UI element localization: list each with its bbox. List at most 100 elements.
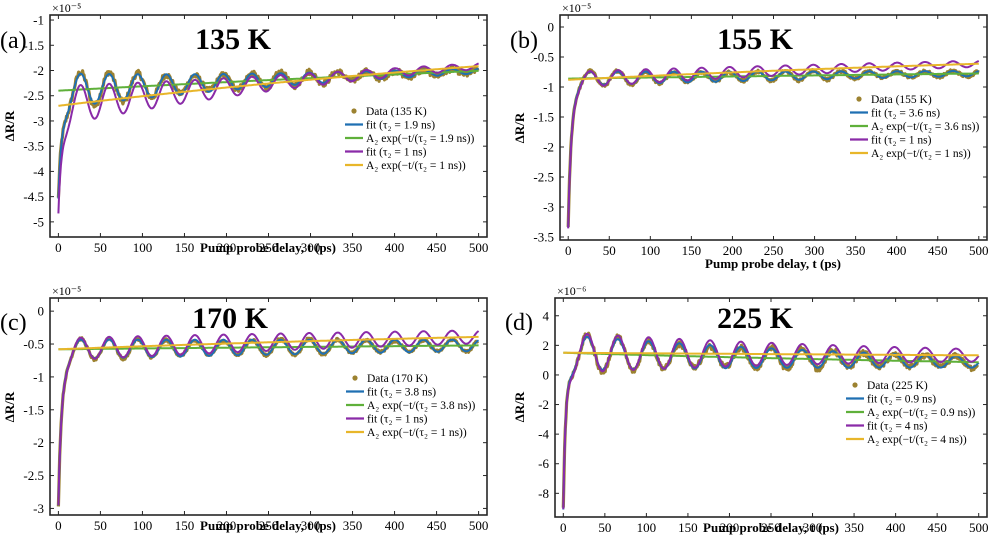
y-tick-label: -4.5 xyxy=(23,189,44,204)
y-tick-label: 0 xyxy=(38,304,45,319)
y-tick-label: -5 xyxy=(33,214,44,229)
x-tick-label: 450 xyxy=(927,520,947,535)
x-tick-label: 500 xyxy=(969,243,989,258)
y-tick-label: -3 xyxy=(33,501,44,516)
y-exponent: ×10⁻⁵ xyxy=(52,284,81,298)
y-tick-label: -3.5 xyxy=(23,139,44,154)
y-tick-label: -3.5 xyxy=(533,230,554,245)
exp-fast-series xyxy=(58,69,479,92)
plot-area xyxy=(56,329,480,507)
axes-frame xyxy=(49,297,488,516)
y-tick-label: -2 xyxy=(538,397,549,412)
x-tick-label: 400 xyxy=(886,520,906,535)
legend-label: A₂ exp(−t/(τ₂ = 1 ns)) xyxy=(366,160,466,172)
y-axis-label: ΔR/R xyxy=(512,391,527,422)
y-exponent: ×10⁻⁵ xyxy=(52,1,81,15)
x-tick-label: 300 xyxy=(301,518,321,533)
x-tick-label: 500 xyxy=(469,518,489,533)
y-tick-label: -8 xyxy=(538,486,549,501)
y-tick-label: -6 xyxy=(538,456,549,471)
x-tick-label: 200 xyxy=(217,518,237,533)
x-tick-label: 400 xyxy=(887,243,907,258)
legend-label: A₂ exp(−t/(τ₂ = 4 ns)) xyxy=(867,434,967,446)
chart-panel: 0 50 100 150 200 250 300 350 400 450 500 -3.5 -3 -2.5… xyxy=(510,1,989,271)
fit-slow-series xyxy=(57,62,480,214)
legend-label: Data (135 K) xyxy=(366,106,427,118)
y-tick-label: 0 xyxy=(548,20,555,35)
x-tick-label: 200 xyxy=(217,240,237,255)
x-tick-label: 100 xyxy=(133,240,153,255)
legend-label: fit (τ₂ = 4 ns) xyxy=(867,421,928,433)
y-tick-label: -2.5 xyxy=(533,170,554,185)
x-tick-label: 450 xyxy=(928,243,948,258)
y-exponent: ×10⁻⁶ xyxy=(557,284,586,298)
x-tick-label: 300 xyxy=(803,520,823,535)
x-tick-label: 350 xyxy=(846,243,866,258)
plot-area xyxy=(566,60,980,229)
x-tick-label: 50 xyxy=(603,243,616,258)
chart-title: 155 K xyxy=(717,23,794,56)
y-tick-label: -2.5 xyxy=(23,88,44,103)
fit-slow-series xyxy=(57,329,480,506)
y-exponent: ×10⁻⁵ xyxy=(562,1,591,15)
panel-label: (c) xyxy=(0,310,27,336)
chart-title: 135 K xyxy=(195,23,272,56)
x-axis-label: Pump probe delay, t (ps) xyxy=(703,520,839,535)
legend-label: fit (τ₂ = 1 ns) xyxy=(871,135,932,147)
x-tick-label: 0 xyxy=(55,240,62,255)
x-tick-label: 150 xyxy=(175,518,195,533)
y-tick-label: -3 xyxy=(543,200,554,215)
legend-marker-data xyxy=(852,382,858,388)
y-tick-label: -1 xyxy=(543,80,554,95)
x-tick-label: 250 xyxy=(259,518,279,533)
x-tick-label: 200 xyxy=(720,520,740,535)
chart-title: 225 K xyxy=(717,302,794,335)
x-tick-label: 0 xyxy=(560,520,567,535)
x-tick-label: 150 xyxy=(682,243,702,258)
y-tick-label: -4 xyxy=(538,427,549,442)
legend: Data (135 K) fit (τ₂ = 1.9 ns) A₂ exp(−t/(… xyxy=(345,106,474,172)
x-tick-label: 450 xyxy=(427,240,447,255)
y-tick-label: 4 xyxy=(543,308,550,323)
x-tick-label: 100 xyxy=(133,518,153,533)
y-tick-label: -1.5 xyxy=(533,110,554,125)
x-tick-label: 150 xyxy=(678,520,698,535)
y-tick-label: -4 xyxy=(33,164,44,179)
y-tick-label: 0 xyxy=(543,367,550,382)
legend-marker-data xyxy=(351,108,357,114)
legend-label: A₂ exp(−t/(τ₂ = 0.9 ns)) xyxy=(867,407,975,419)
x-tick-label: 300 xyxy=(805,243,825,258)
x-tick-label: 200 xyxy=(723,243,743,258)
y-tick-label: -2 xyxy=(543,140,554,155)
y-tick-label: -1.5 xyxy=(23,38,44,53)
legend-label: fit (τ₂ = 1 ns) xyxy=(366,147,427,159)
y-tick-label: -2 xyxy=(33,435,44,450)
legend-label: fit (τ₂ = 0.9 ns) xyxy=(867,394,936,406)
x-tick-label: 50 xyxy=(598,520,611,535)
axes-frame xyxy=(49,14,488,238)
legend-marker-data xyxy=(352,375,358,381)
fit-fast-series xyxy=(57,67,479,199)
legend-label: A₂ exp(−t/(τ₂ = 3.8 ns)) xyxy=(367,400,475,412)
legend-label: A₂ exp(−t/(τ₂ = 1 ns)) xyxy=(367,427,467,439)
data-series xyxy=(561,331,980,508)
chart-title: 170 K xyxy=(192,302,269,335)
legend-label: Data (170 K) xyxy=(367,373,428,385)
x-tick-label: 400 xyxy=(385,240,405,255)
chart-panel: 0 50 100 150 200 250 300 350 400 450 500 -5 -4.5 -4 -3… xyxy=(0,1,488,255)
x-tick-label: 100 xyxy=(641,243,661,258)
x-tick-label: 350 xyxy=(844,520,864,535)
panel-label: (a) xyxy=(0,28,27,54)
y-tick-label: -3 xyxy=(33,113,44,128)
y-tick-label: 2 xyxy=(543,338,550,353)
x-tick-label: 350 xyxy=(343,240,363,255)
y-tick-label: -0.5 xyxy=(533,50,554,65)
plot-area xyxy=(561,331,980,510)
legend: Data (155 K)fit (τ₂ = 3.6 ns)A₂ exp(−t/(… xyxy=(850,94,979,160)
exp-slow-series xyxy=(563,351,979,357)
exp-slow-series xyxy=(568,62,979,81)
legend-label: fit (τ₂ = 1.9 ns) xyxy=(366,120,435,132)
legend-label: A₂ exp(−t/(τ₂ = 1 ns)) xyxy=(871,148,971,160)
x-tick-label: 100 xyxy=(637,520,657,535)
